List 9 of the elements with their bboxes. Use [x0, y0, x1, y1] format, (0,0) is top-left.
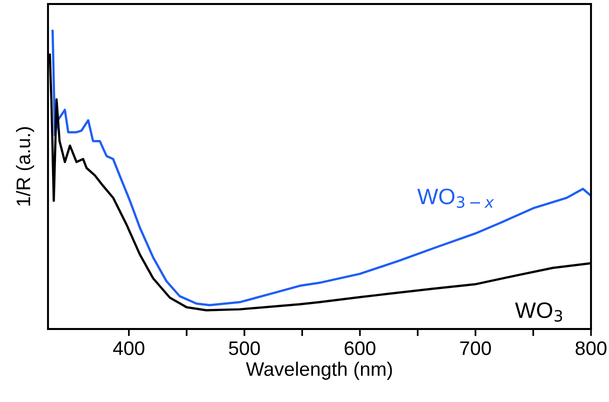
x-tick-label: 800	[576, 341, 606, 356]
series-label: WO$_{3−x}$	[417, 188, 494, 208]
x-tick-label: 400	[113, 341, 144, 356]
x-tick-label: 500	[228, 341, 260, 356]
x-axis-title: Wavelength (nm)	[246, 362, 392, 380]
x-tick-label: 700	[460, 341, 491, 356]
x-tick-label: 600	[344, 341, 376, 356]
series-label: WO$_{3}$	[515, 302, 562, 322]
y-axis-title: 1/R (a.u.)	[16, 127, 34, 206]
